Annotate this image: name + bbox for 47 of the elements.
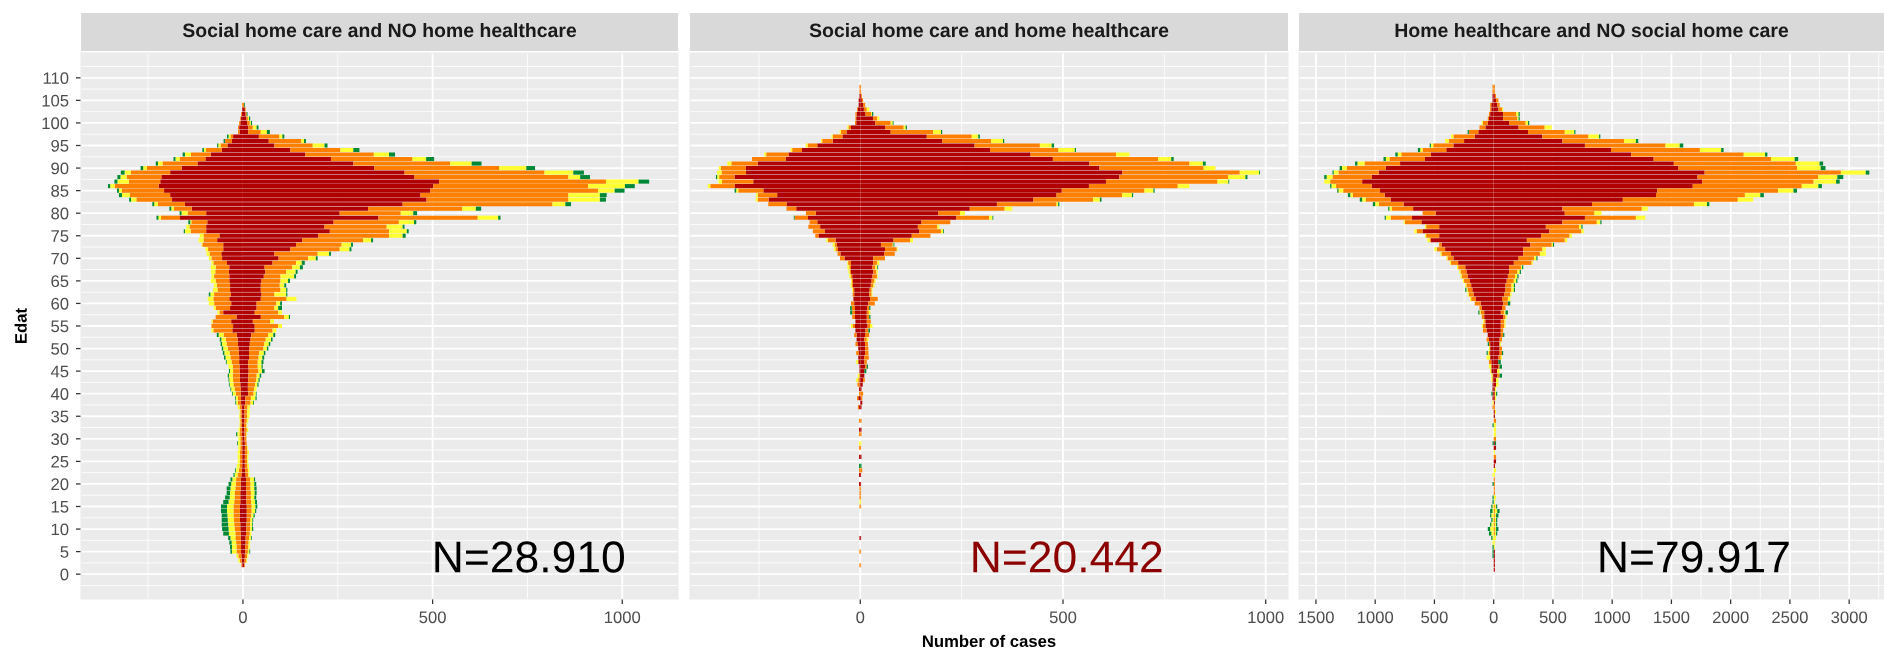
x-tick-label: 1000	[1357, 611, 1394, 624]
y-tick-label: 110	[43, 72, 69, 85]
y-tick-label: 15	[51, 501, 69, 513]
chart-title: Home healthcare and NO social home care	[1395, 22, 1789, 38]
annotation: N=28.910	[435, 541, 625, 573]
x-tick-label: 3000	[1831, 611, 1868, 624]
y-tick-label: 70	[51, 252, 69, 265]
x-tick-label: 0	[856, 611, 865, 624]
y-tick-label: 65	[51, 275, 69, 288]
x-tick-label: 500	[1049, 611, 1077, 624]
x-tick-label: 500	[419, 611, 446, 624]
x-tick-label: 0	[238, 611, 247, 624]
annotation: N=20.442	[973, 541, 1162, 573]
x-tick-label: 1000	[1594, 611, 1631, 624]
x-tick-label: 1000	[604, 611, 641, 624]
y-tick-label: 35	[51, 410, 69, 423]
y-tick-label: 40	[50, 388, 69, 400]
y-tick-label: 25	[51, 455, 69, 468]
x-tick-label: 500	[1539, 611, 1567, 624]
y-tick-label: 75	[51, 230, 69, 242]
annotation: N=79.917	[1600, 541, 1789, 573]
x-tick-label: 500	[1421, 611, 1448, 624]
y-tick-label: 30	[51, 433, 69, 446]
y-tick-label: 90	[51, 162, 69, 175]
y-axis-title: Edat	[14, 308, 27, 343]
y-tick-label: 50	[51, 342, 69, 355]
x-tick-label: 0	[1489, 611, 1498, 624]
y-tick-label: 95	[51, 139, 69, 152]
y-tick-label: 60	[51, 297, 69, 310]
y-tick-label: 100	[42, 117, 69, 130]
x-axis-title: Number of cases	[922, 634, 1056, 648]
chart-title: Social home care and home healthcare	[809, 22, 1169, 38]
x-tick-label: 2500	[1772, 611, 1808, 624]
x-tick-label: 1500	[1654, 611, 1690, 624]
chart-title: Social home care and NO home healthcare	[182, 22, 577, 38]
y-tick-label: 20	[51, 478, 69, 491]
x-tick-label: 1500	[1298, 611, 1334, 624]
y-tick-label: 105	[42, 94, 69, 107]
y-tick-label: 85	[51, 185, 69, 197]
y-tick-label: 5	[60, 546, 69, 558]
y-tick-label: 10	[51, 523, 69, 536]
x-tick-label: 1000	[1248, 611, 1284, 624]
y-tick-label: 45	[50, 365, 69, 378]
y-tick-label: 0	[60, 568, 69, 581]
x-tick-label: 2000	[1712, 611, 1749, 624]
y-tick-label: 80	[51, 207, 69, 220]
y-tick-label: 55	[51, 320, 69, 333]
